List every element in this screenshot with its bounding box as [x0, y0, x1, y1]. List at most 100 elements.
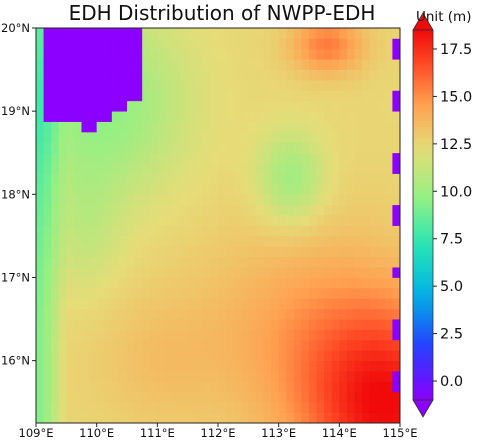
heatmap-cell	[278, 319, 287, 330]
heatmap-cell	[324, 319, 333, 330]
heatmap-cell	[218, 350, 226, 362]
heatmap-cell	[392, 360, 401, 372]
heatmap-cell	[362, 194, 371, 206]
heatmap-cell	[369, 308, 378, 320]
heatmap-cell	[104, 152, 113, 164]
heatmap-cell	[36, 246, 44, 258]
heatmap-cell	[225, 298, 234, 310]
heatmap-cell	[324, 225, 333, 237]
heatmap-cell	[362, 287, 371, 299]
heatmap-cell	[316, 350, 325, 362]
heatmap-cell	[346, 267, 355, 278]
heatmap-cell	[149, 131, 158, 143]
heatmap-cell	[172, 287, 181, 299]
heatmap-cell	[187, 391, 196, 403]
heatmap-cell	[142, 183, 151, 195]
heatmap-cell	[248, 69, 257, 81]
heatmap-cell	[263, 267, 272, 278]
heatmap-cell	[248, 152, 257, 164]
heatmap-cell	[316, 59, 325, 70]
heatmap-cell	[331, 69, 340, 81]
heatmap-cell	[96, 131, 105, 143]
heatmap-cell	[210, 38, 219, 50]
heatmap-cell	[127, 163, 135, 174]
heatmap-cell	[286, 100, 295, 112]
heatmap-cell	[157, 267, 166, 278]
heatmap-cell	[210, 152, 219, 164]
heatmap-cell	[202, 235, 211, 247]
heatmap-cell	[149, 48, 158, 60]
heatmap-cell	[278, 339, 287, 351]
heatmap-cell	[233, 69, 242, 81]
heatmap-cell	[195, 79, 204, 91]
heatmap-cell	[362, 391, 371, 403]
heatmap-cell	[195, 350, 204, 362]
heatmap-cell	[377, 319, 386, 330]
heatmap-cell	[187, 339, 196, 351]
heatmap-cell	[157, 183, 166, 195]
heatmap-cell	[51, 256, 60, 268]
heatmap-cell	[384, 277, 393, 289]
heatmap-cell	[248, 391, 257, 403]
heatmap-cell	[377, 371, 386, 382]
heatmap-cell	[331, 204, 340, 216]
heatmap-cell	[134, 79, 143, 91]
heatmap-cell	[149, 90, 158, 102]
heatmap-cell	[263, 173, 272, 185]
heatmap-cell	[58, 350, 67, 362]
heatmap-cell	[309, 38, 317, 50]
heatmap-cell	[301, 183, 310, 195]
heatmap-cell	[119, 381, 128, 393]
heatmap-cell	[233, 391, 242, 403]
heatmap-cell	[134, 256, 143, 268]
heatmap-cell	[202, 48, 211, 60]
heatmap-cell	[346, 173, 355, 185]
heatmap-cell	[225, 163, 234, 174]
heatmap-cell	[89, 277, 98, 289]
heatmap-cell	[202, 204, 211, 216]
heatmap-cell	[157, 79, 166, 91]
heatmap-cell	[142, 194, 151, 206]
heatmap-cell	[309, 360, 317, 372]
heatmap-cell	[384, 48, 393, 60]
heatmap-cell	[339, 391, 348, 403]
heatmap-cell	[346, 298, 355, 310]
heatmap-cell	[392, 173, 401, 185]
heatmap-cell	[293, 381, 302, 393]
heatmap-cell	[271, 225, 280, 237]
heatmap-cell	[293, 215, 302, 226]
heatmap-cell	[278, 183, 287, 195]
heatmap-cell	[331, 246, 340, 258]
heatmap-cell	[180, 235, 189, 247]
heatmap-cell	[240, 319, 249, 330]
heatmap-cell	[43, 287, 52, 299]
heatmap-cell	[149, 287, 158, 299]
heatmap-cell	[240, 287, 249, 299]
heatmap-cell	[384, 329, 393, 341]
heatmap-cell	[58, 371, 67, 382]
heatmap-cell	[187, 308, 196, 320]
heatmap-cell	[96, 412, 105, 424]
heatmap-cell	[180, 100, 189, 112]
heatmap-cell	[271, 79, 280, 91]
heatmap-cell	[233, 402, 242, 413]
heatmap-cell	[369, 371, 378, 382]
heatmap-cell	[149, 111, 158, 122]
heatmap-cell	[263, 235, 272, 247]
heatmap-cell	[377, 28, 386, 39]
heatmap-cell	[309, 256, 317, 268]
heatmap-cell	[89, 183, 98, 195]
heatmap-cell	[233, 100, 242, 112]
heatmap-cell	[293, 131, 302, 143]
heatmap-cell	[271, 121, 280, 133]
heatmap-cell	[278, 28, 287, 39]
heatmap-cell	[36, 69, 44, 81]
heatmap-cell	[134, 173, 143, 185]
colorbar-tick-label: 7.5	[440, 232, 463, 248]
heatmap-cell	[354, 267, 363, 278]
heatmap-cell	[278, 111, 287, 122]
heatmap-cell	[43, 194, 52, 206]
heatmap-cell	[248, 277, 257, 289]
heatmap-cell	[309, 298, 317, 310]
heatmap-cell	[149, 215, 158, 226]
